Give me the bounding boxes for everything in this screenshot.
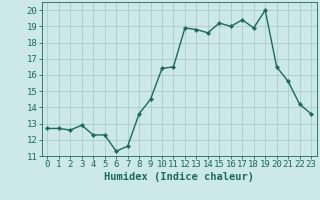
X-axis label: Humidex (Indice chaleur): Humidex (Indice chaleur): [104, 172, 254, 182]
